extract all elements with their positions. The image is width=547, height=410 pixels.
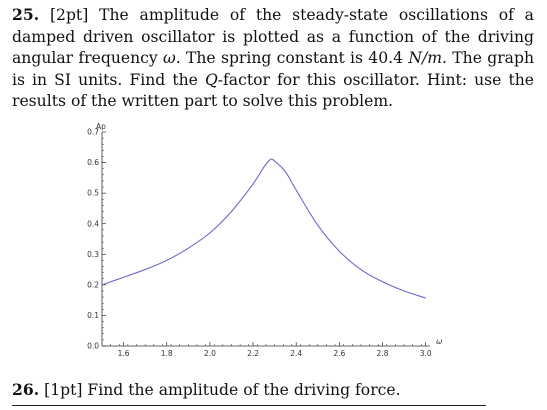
problem-26: 26. [1pt] Find the amplitude of the driv… bbox=[12, 379, 534, 402]
x-tick-label: 1.8 bbox=[161, 349, 173, 358]
answer-line bbox=[12, 405, 486, 406]
x-tick-label: 2.4 bbox=[290, 349, 302, 358]
unit-symbol: N/m bbox=[408, 49, 443, 68]
y-tick-label: 0.0 bbox=[87, 342, 99, 351]
y-tick-label: 0.6 bbox=[87, 158, 99, 167]
problem-text-part: . The spring constant is 40.4 bbox=[175, 49, 409, 68]
x-tick-label: 1.6 bbox=[118, 349, 130, 358]
amplitude-plot: 0.0 0.1 0.2 0.3 0.4 0.5 0.6 0.7 1.6 1.8 2.0 2.2 2.4 2… bbox=[87, 122, 442, 358]
problem-number: 26. bbox=[12, 380, 40, 399]
problem-text-part: The amplitude of the steady-state oscill… bbox=[12, 6, 534, 68]
x-axis-label: ω bbox=[436, 337, 442, 346]
problem-text-part: . The graph is in SI units. Find the bbox=[12, 49, 534, 89]
x-tick-label: 2.6 bbox=[333, 349, 345, 358]
x-tick-label: 2.0 bbox=[204, 349, 216, 358]
problem-points: [2pt] bbox=[49, 6, 89, 24]
x-tick-label: 2.2 bbox=[247, 349, 259, 358]
x-tick-label: 3.0 bbox=[420, 349, 432, 358]
y-axis-label: Ap bbox=[96, 122, 106, 131]
y-tick-label: 0.1 bbox=[87, 311, 99, 320]
y-tick-label: 0.4 bbox=[87, 219, 99, 228]
q-symbol: Q bbox=[204, 70, 218, 89]
problem-number: 25. bbox=[12, 5, 40, 24]
problem-points: [1pt] bbox=[44, 381, 83, 399]
x-tick-label: 2.8 bbox=[377, 349, 389, 358]
omega-symbol: ω bbox=[163, 49, 176, 68]
problem-25: 25. [2pt] The amplitude of the steady-st… bbox=[12, 4, 534, 113]
y-tick-label: 0.3 bbox=[87, 250, 99, 259]
problem-text: Find the amplitude of the driving force. bbox=[87, 381, 401, 399]
amplitude-curve bbox=[101, 158, 426, 299]
y-tick-label: 0.2 bbox=[87, 280, 99, 289]
y-tick-label: 0.5 bbox=[87, 189, 99, 198]
problem-text-part: -factor for this oscillator. Hint: use t… bbox=[12, 70, 534, 111]
y-tick-label: 0.7 bbox=[87, 128, 99, 137]
